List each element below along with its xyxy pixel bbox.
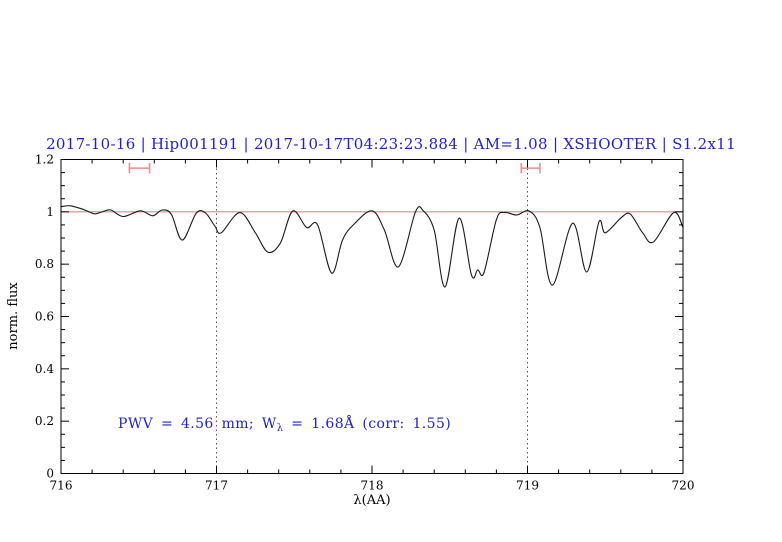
y-axis-label: norm. flux bbox=[6, 282, 21, 350]
pwv-annotation: PWV = 4.56 mm; Wλ = 1.68Å (corr: 1.55) bbox=[118, 414, 451, 434]
pwv-annotation-prefix: PWV = 4.56 mm; W bbox=[118, 416, 277, 432]
x-tick-label-717: 717 bbox=[205, 479, 228, 493]
y-tick-label-0.6: 0.6 bbox=[35, 310, 54, 324]
x-axis-label: λ(AA) bbox=[353, 493, 390, 508]
spectrum-curve bbox=[60, 205, 684, 288]
pwv-annotation-subscript: λ bbox=[277, 423, 284, 434]
y-tick-label-0: 0 bbox=[46, 467, 54, 481]
x-tick-label-720: 720 bbox=[672, 479, 695, 493]
x-tick-label-716: 716 bbox=[50, 479, 73, 493]
x-tick-label-718: 718 bbox=[361, 479, 384, 493]
chart-layer: 716 717 718 719 720 0 0.2 0.4 0.6 0.8 1 1.2 bbox=[35, 153, 695, 493]
pwv-annotation-suffix: = 1.68Å (corr: 1.55) bbox=[283, 414, 451, 432]
y-tick-label-0.8: 0.8 bbox=[35, 257, 54, 271]
y-tick-label-1.2: 1.2 bbox=[35, 153, 54, 167]
x-tick-label-719: 719 bbox=[516, 479, 539, 493]
y-tick-label-1: 1 bbox=[46, 205, 54, 219]
y-tick-label-0.4: 0.4 bbox=[35, 362, 54, 376]
y-tick-label-0.2: 0.2 bbox=[35, 414, 54, 428]
plot-title: 2017-10-16 | Hip001191 | 2017-10-17T04:2… bbox=[46, 135, 736, 153]
